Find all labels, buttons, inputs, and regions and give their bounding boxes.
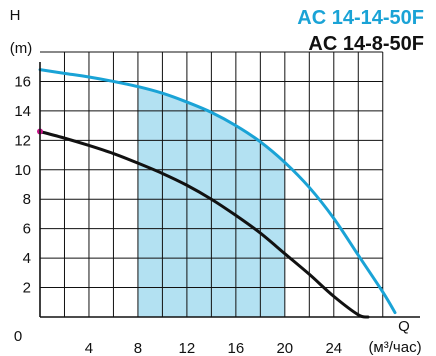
x-tick-label: 8 bbox=[134, 340, 142, 356]
x-axis-unit: (м³/час) bbox=[368, 339, 421, 356]
y-tick-label: 12 bbox=[14, 132, 31, 149]
y-tick-label: 8 bbox=[23, 191, 31, 208]
title-model-2: AC 14-8-50F bbox=[308, 33, 424, 55]
series-line-2 bbox=[38, 130, 370, 319]
x-tick-label: 20 bbox=[276, 340, 293, 356]
title-model-1: AC 14-14-50F bbox=[297, 7, 424, 29]
y-tick-label: 2 bbox=[23, 280, 31, 297]
x-tick-label: 16 bbox=[228, 340, 245, 356]
x-axis-label: Q bbox=[398, 318, 410, 335]
y-axis-unit: (m) bbox=[10, 40, 33, 57]
series-line-1 bbox=[38, 68, 397, 315]
y-tick-label: 16 bbox=[14, 73, 31, 90]
y-tick-label: 6 bbox=[23, 221, 31, 238]
origin-label: 0 bbox=[14, 328, 22, 345]
x-tick-label: 12 bbox=[179, 340, 196, 356]
y-tick-label: 10 bbox=[14, 162, 31, 179]
y-tick-label: 14 bbox=[14, 103, 31, 120]
axes bbox=[39, 62, 420, 318]
grid bbox=[40, 51, 384, 317]
x-tick-label: 24 bbox=[325, 340, 342, 356]
x-tick-label: 4 bbox=[85, 340, 93, 356]
y-axis-label: H bbox=[10, 7, 21, 24]
y-tick-label: 4 bbox=[23, 250, 31, 267]
